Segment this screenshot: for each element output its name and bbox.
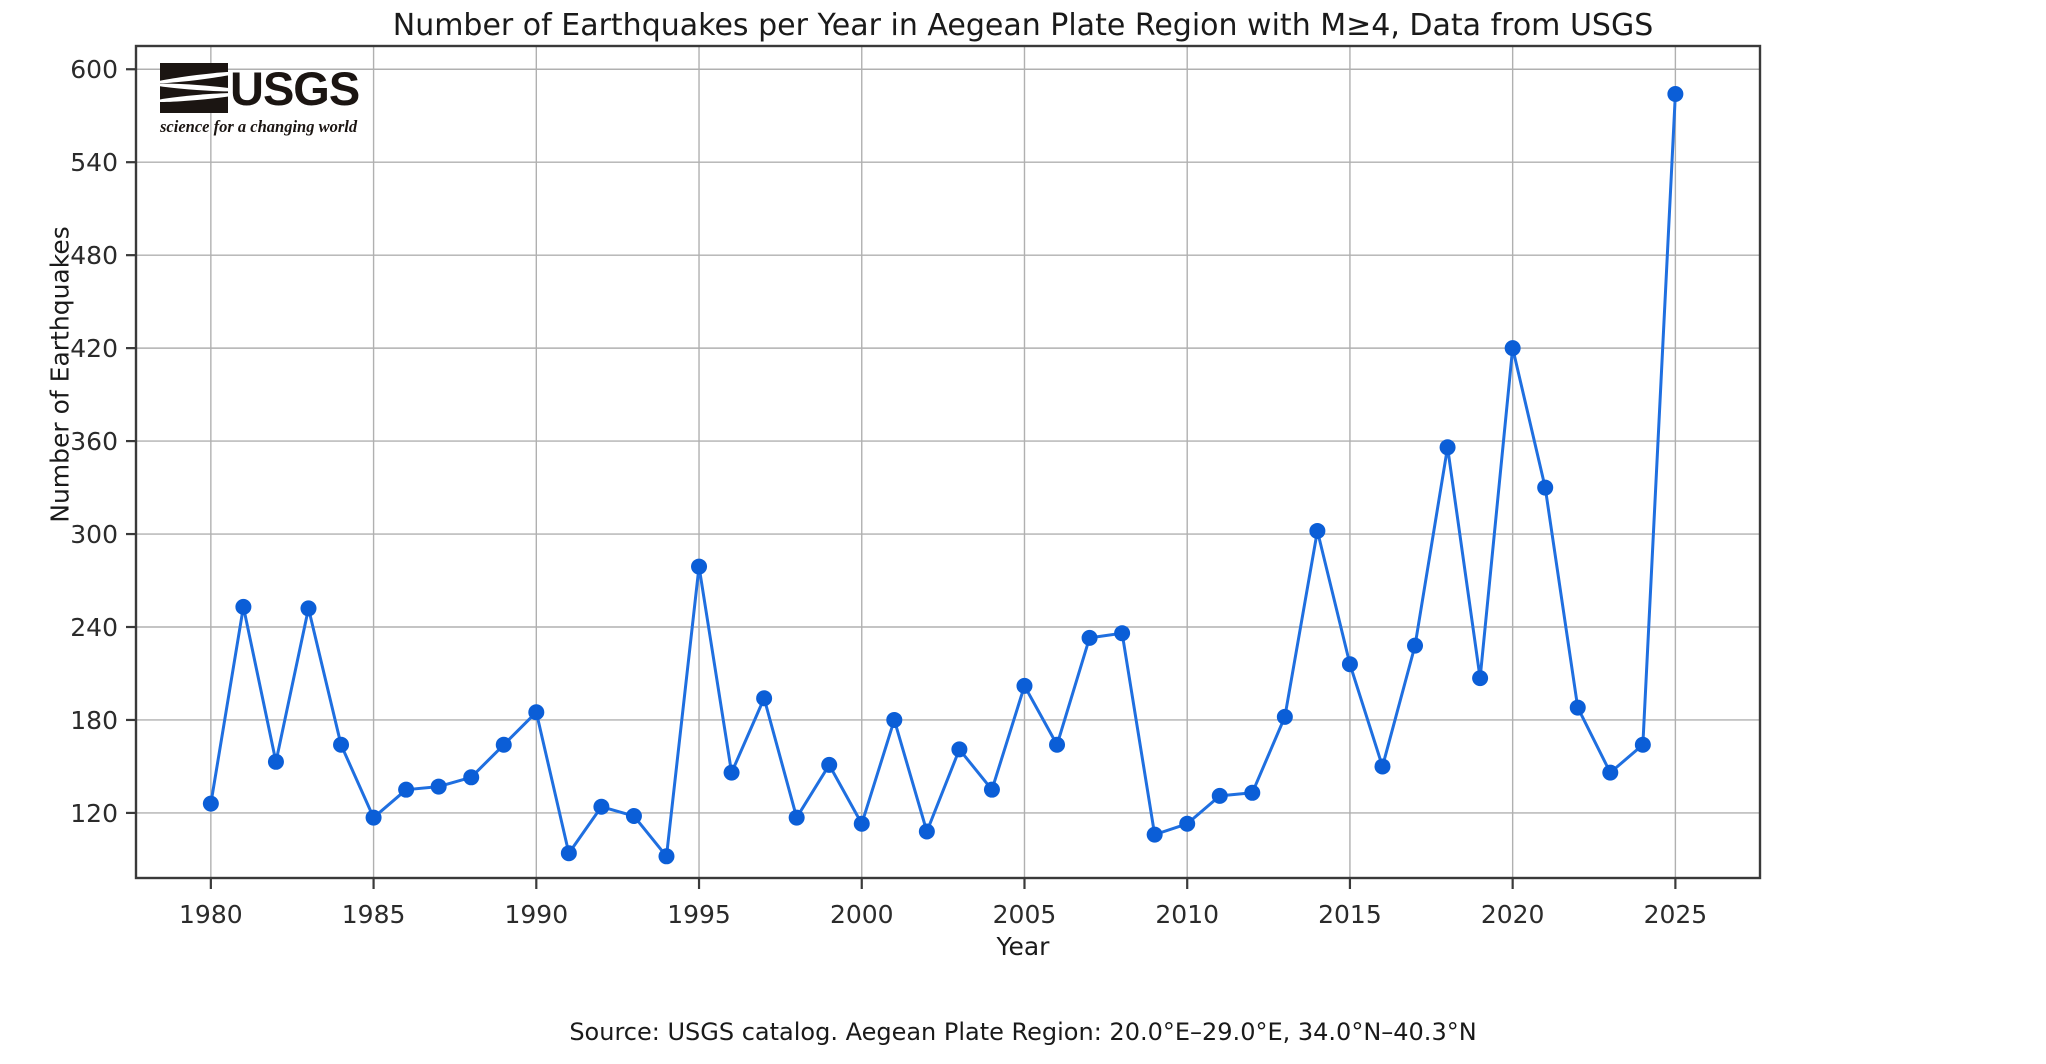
data-point [593, 798, 610, 815]
data-point [1569, 699, 1586, 716]
data-point [821, 756, 838, 773]
data-point [1049, 736, 1066, 753]
data-point [918, 823, 935, 840]
data-point [560, 845, 577, 862]
x-tick-label: 2025 [1644, 900, 1708, 929]
data-point [528, 704, 545, 721]
chart-title: Number of Earthquakes per Year in Aegean… [392, 8, 1654, 43]
usgs-tagline: science for a changing world [160, 117, 358, 136]
data-point [1634, 736, 1651, 753]
data-point [398, 781, 415, 798]
data-point [983, 781, 1000, 798]
x-tick-label: 1995 [667, 900, 731, 929]
data-point [1016, 677, 1033, 694]
data-point [951, 741, 968, 758]
data-point [235, 598, 252, 615]
data-point [495, 736, 512, 753]
data-point [1602, 764, 1619, 781]
x-tick-label: 2000 [830, 900, 894, 929]
x-tick-label: 2010 [1155, 900, 1219, 929]
x-tick-label: 1990 [504, 900, 568, 929]
y-tick-label: 120 [70, 799, 118, 828]
y-tick-label: 300 [70, 520, 118, 549]
data-point [300, 600, 317, 617]
usgs-wave-mark-icon [160, 63, 228, 113]
data-point [1081, 629, 1098, 646]
y-tick-label: 600 [70, 55, 118, 84]
data-point [1439, 439, 1456, 456]
usgs-logo: USGS science for a changing world [160, 62, 390, 137]
y-axis-ticks: 120 180 240 300 360 420 480 540 600 [70, 55, 136, 828]
y-axis-label: Number of Earthquakes [45, 226, 75, 523]
data-point [1211, 787, 1228, 804]
data-point [365, 809, 382, 826]
x-axis-ticks: 1980 1985 1990 1995 2000 2005 2010 2015 2020 2025 [179, 878, 1707, 929]
data-point [1407, 637, 1424, 654]
x-tick-label: 2015 [1318, 900, 1382, 929]
x-tick-label: 1985 [342, 900, 406, 929]
y-tick-label: 240 [70, 613, 118, 642]
data-point [267, 753, 284, 770]
data-point [1146, 826, 1163, 843]
data-point [1179, 815, 1196, 832]
data-series-line [209, 92, 1677, 858]
source-note: Source: USGS catalog. Aegean Plate Regio… [569, 1018, 1477, 1046]
data-point [658, 848, 675, 865]
data-point [625, 808, 642, 825]
data-point [430, 778, 447, 795]
data-point [202, 795, 219, 812]
data-point [1504, 340, 1521, 357]
data-point [1276, 708, 1293, 725]
y-tick-label: 180 [70, 706, 118, 735]
data-point [1374, 758, 1391, 775]
x-tick-label: 2005 [993, 900, 1057, 929]
data-point [756, 690, 773, 707]
data-point [853, 815, 870, 832]
data-point [1114, 625, 1131, 642]
data-point [1309, 522, 1326, 539]
y-tick-label: 540 [70, 148, 118, 177]
plot-frame [134, 44, 1762, 880]
y-tick-label: 360 [70, 427, 118, 456]
data-point [1667, 86, 1684, 103]
data-point [1341, 656, 1358, 673]
data-point [1537, 479, 1554, 496]
data-point [1472, 670, 1489, 687]
data-point [886, 711, 903, 728]
data-point [788, 809, 805, 826]
usgs-wordmark-text: USGS [230, 61, 360, 115]
x-tick-label: 1980 [179, 900, 243, 929]
y-tick-label: 480 [70, 241, 118, 270]
data-point [463, 769, 480, 786]
usgs-wordmark: USGS [160, 62, 390, 114]
data-point [691, 558, 708, 575]
x-tick-label: 2020 [1481, 900, 1545, 929]
y-tick-label: 420 [70, 334, 118, 363]
data-point [723, 764, 740, 781]
data-point [1244, 784, 1261, 801]
data-point-markers [202, 86, 1684, 865]
x-axis-label: Year [996, 932, 1050, 961]
data-point [333, 736, 350, 753]
gridlines [136, 46, 1760, 878]
